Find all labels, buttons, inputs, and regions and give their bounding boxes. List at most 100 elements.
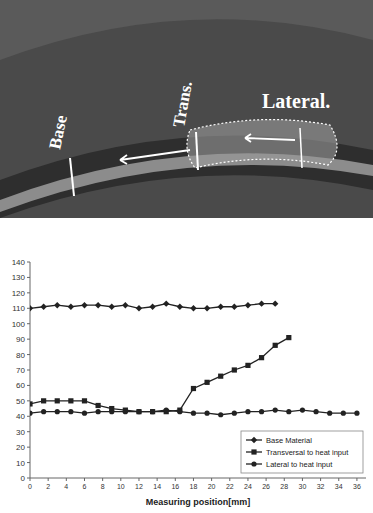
y-tick-label: 110: [12, 304, 25, 313]
data-point: [150, 409, 155, 414]
lateral-line: [300, 128, 302, 168]
base-line: [70, 158, 74, 196]
data-point: [123, 409, 128, 414]
y-tick-label: 80: [16, 351, 25, 360]
y-tick-label: 40: [16, 412, 25, 421]
series-line: [30, 338, 289, 412]
data-point: [245, 302, 251, 308]
data-point: [81, 302, 87, 308]
x-tick-label: 18: [190, 483, 198, 490]
x-tick-label: 22: [226, 483, 234, 490]
data-point: [218, 412, 223, 417]
x-tick: [48, 478, 49, 481]
data-point: [218, 374, 223, 379]
data-point: [231, 304, 237, 310]
data-point: [122, 302, 128, 308]
data-point: [54, 302, 60, 308]
x-tick: [30, 478, 31, 481]
x-tick-label: 36: [353, 483, 361, 490]
x-tick-label: 34: [335, 483, 343, 490]
y-tick: [27, 462, 30, 463]
data-point: [68, 409, 73, 414]
data-point: [68, 398, 73, 403]
y-tick-label: 120: [12, 289, 26, 298]
data-point: [55, 398, 60, 403]
x-tick-label: 0: [28, 483, 32, 490]
x-tick: [284, 478, 285, 481]
data-point: [327, 411, 332, 416]
data-point: [204, 411, 209, 416]
y-tick: [27, 447, 30, 448]
data-point: [40, 304, 46, 310]
legend-box: [241, 431, 363, 473]
x-tick-label: 32: [317, 483, 325, 490]
y-tick-label: 70: [16, 366, 25, 375]
data-point: [286, 409, 291, 414]
data-point: [82, 398, 87, 403]
data-point: [41, 398, 46, 403]
data-point: [204, 305, 210, 311]
photo-label: Base: [45, 113, 71, 151]
data-point: [190, 305, 196, 311]
x-tick: [193, 478, 194, 481]
y-tick: [27, 416, 30, 417]
data-point: [30, 411, 33, 416]
data-point: [259, 355, 264, 360]
data-point: [82, 411, 87, 416]
x-tick: [211, 478, 212, 481]
data-point: [273, 408, 278, 413]
data-point: [96, 403, 101, 408]
data-point: [41, 409, 46, 414]
y-tick-label: 50: [16, 397, 25, 406]
y-tick-label: 20: [16, 443, 25, 452]
y-tick-label: 100: [12, 320, 26, 329]
x-tick-label: 4: [64, 483, 68, 490]
y-tick-label: 130: [12, 273, 26, 282]
y-tick: [27, 262, 30, 263]
data-point: [95, 302, 101, 308]
x-tick: [175, 478, 176, 481]
photo-label: Lateral.: [262, 90, 330, 112]
y-tick-label: 30: [16, 428, 25, 437]
legend-marker: [251, 461, 256, 466]
y-tick: [27, 339, 30, 340]
y-tick-label: 90: [16, 335, 25, 344]
data-point: [164, 408, 169, 413]
data-point: [30, 305, 33, 311]
x-tick-label: 26: [262, 483, 270, 490]
x-tick-label: 2: [46, 483, 50, 490]
x-tick: [320, 478, 321, 481]
data-point: [191, 411, 196, 416]
data-point: [232, 411, 237, 416]
data-point: [245, 363, 250, 368]
y-tick-label: 60: [16, 381, 25, 390]
x-tick: [302, 478, 303, 481]
data-point: [272, 300, 278, 306]
y-tick: [27, 292, 30, 293]
x-tick: [66, 478, 67, 481]
y-tick: [27, 308, 30, 309]
data-point: [218, 304, 224, 310]
x-axis-label: Measuring position[mm]: [146, 497, 251, 507]
data-point: [273, 343, 278, 348]
data-point: [191, 386, 196, 391]
x-tick-label: 8: [101, 483, 105, 490]
data-point: [204, 380, 209, 385]
data-point: [259, 409, 264, 414]
y-tick-label: 140: [12, 258, 26, 267]
data-point: [177, 409, 182, 414]
y-tick: [27, 385, 30, 386]
x-tick: [120, 478, 121, 481]
x-tick: [229, 478, 230, 481]
legend-label: Lateral to heat input: [266, 460, 333, 469]
x-tick-label: 16: [171, 483, 179, 490]
photo: BaseTrans.Lateral.: [0, 0, 373, 218]
data-point: [245, 409, 250, 414]
canvas: BaseTrans.Lateral.0102030405060708090100…: [0, 0, 373, 513]
y-tick: [27, 354, 30, 355]
data-point: [55, 409, 60, 414]
data-point: [354, 411, 359, 416]
arrow: [120, 150, 190, 164]
x-tick: [138, 478, 139, 481]
figure: BaseTrans.Lateral.0102030405060708090100…: [0, 0, 373, 513]
